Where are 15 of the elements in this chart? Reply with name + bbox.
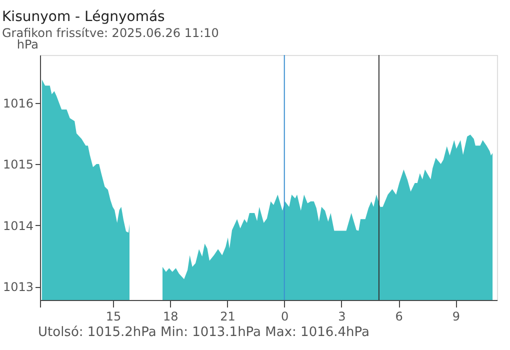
y-tick-label: 1013 (2, 280, 34, 294)
x-tick-label: 0 (281, 310, 289, 324)
y-tick-label: 1014 (2, 218, 34, 233)
x-tick-label: 6 (395, 310, 403, 324)
x-tick-label: 15 (106, 310, 122, 324)
x-tick-label: 21 (220, 310, 236, 324)
text: Utolsó: 1015.2hPa Min: 1013.1hPa Max: 1016.4hPa (38, 325, 370, 340)
y-axis-title: hPa (16, 38, 38, 52)
y-tick-label: 1015 (2, 158, 34, 172)
y-tick-label: 1016 (2, 96, 34, 110)
chart-title: Kisunyom - Légnyomás (2, 9, 165, 25)
chart-subtitle: Grafikon frissítve: 2025.06.26 11:10 (2, 26, 219, 40)
x-tick-label: 18 (162, 310, 178, 324)
x-tick-label: 3 (338, 310, 346, 324)
x-tick-label: 9 (452, 310, 460, 324)
